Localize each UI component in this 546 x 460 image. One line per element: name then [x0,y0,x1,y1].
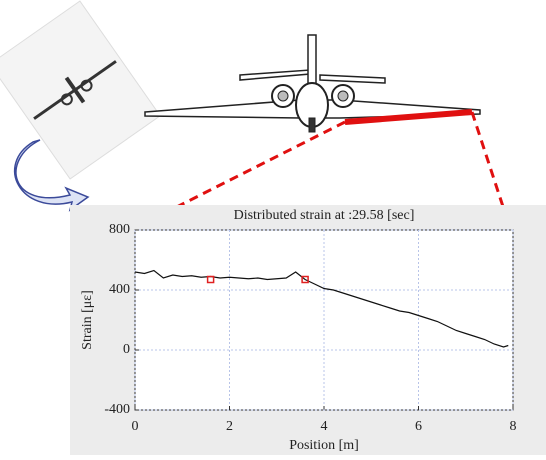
x-tick-label: 0 [132,419,139,434]
y-tick-label: 400 [109,282,130,297]
x-tick-label: 4 [321,419,328,434]
x-tick-label: 8 [510,419,517,434]
figure: Distributed strain at :29.58 [sec] Posit… [0,0,546,455]
x-axis-label: Position [m] [289,438,359,453]
y-tick-label: -400 [104,402,130,417]
chart-title: Distributed strain at :29.58 [sec] [234,208,415,223]
x-tick-label: 6 [415,419,422,434]
y-tick-label: 800 [109,222,130,237]
x-tick-label: 2 [226,419,233,434]
y-axis-label: Strain [με] [80,290,95,350]
y-tick-label: 0 [123,342,130,357]
